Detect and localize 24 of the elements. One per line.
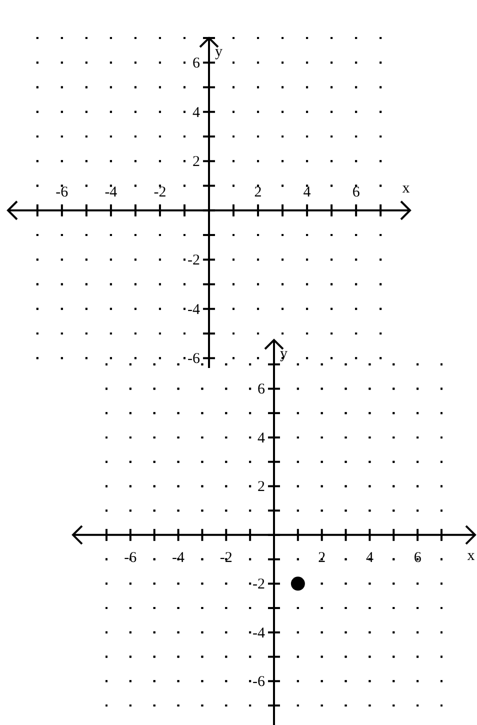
y-tick-label: 4 <box>192 104 200 121</box>
y-tick-label: -4 <box>252 625 266 642</box>
x-tick-label: 2 <box>318 550 326 566</box>
y-tick-label: -6 <box>188 351 200 368</box>
x-tick-label: -2 <box>154 184 166 200</box>
y-axis-title: y <box>215 44 223 60</box>
x-tick-label: -4 <box>104 184 118 200</box>
x-axis-title: x <box>467 548 476 564</box>
x-tick-label: 6 <box>414 550 422 566</box>
y-tick-label: -6 <box>252 674 266 690</box>
y-tick-label: 6 <box>192 56 200 72</box>
x-axis-title: x <box>402 180 410 196</box>
y-tick-label: -2 <box>252 576 265 593</box>
x-tick-label: -6 <box>56 184 69 200</box>
y-tick-label: 2 <box>192 154 200 170</box>
y-tick-label: 6 <box>258 382 266 398</box>
y-tick-label: -4 <box>188 302 200 318</box>
y-tick-label: 4 <box>258 430 266 446</box>
y-axis-title: y <box>280 346 288 362</box>
x-tick-label: -2 <box>220 550 232 566</box>
x-tick-label: 4 <box>303 184 312 200</box>
y-tick-label: -2 <box>188 252 200 269</box>
x-tick-label: 6 <box>352 184 360 200</box>
y-tick-label: 2 <box>258 479 265 496</box>
